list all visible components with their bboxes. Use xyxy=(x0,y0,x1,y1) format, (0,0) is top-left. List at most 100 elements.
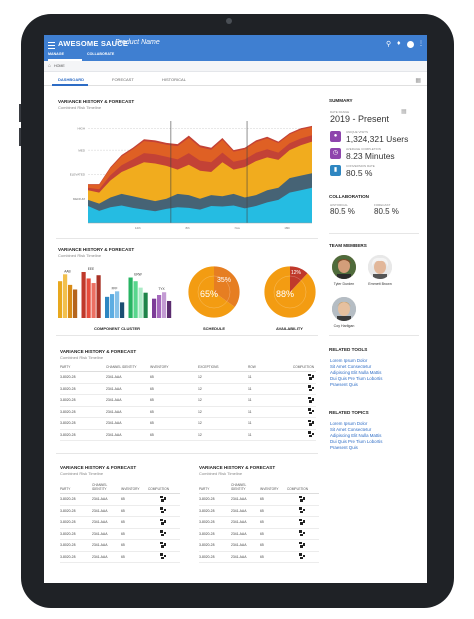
x-axis-label: 8th xyxy=(185,226,190,230)
flow-icon[interactable] xyxy=(308,431,314,438)
table-row[interactable]: 3-8020-28 2341-AAA 65 xyxy=(199,528,319,540)
flow-icon[interactable] xyxy=(160,495,166,502)
bell-icon[interactable]: ♦ xyxy=(397,40,401,47)
cell: 11 xyxy=(248,417,286,430)
table-row[interactable]: 3-8020-28 2341-AAA 65 12 11 xyxy=(60,371,316,384)
section-title: VARIANCE HISTORY & FORECAST xyxy=(199,465,276,470)
table-row[interactable]: 3-8020-28 2341-AAA 65 xyxy=(199,505,319,517)
area-chart: HIGH MED ELEVATED MEDIUM 12th 8th Nov 18th xyxy=(70,121,312,230)
tab-collaborate[interactable]: COLLABORATE xyxy=(87,52,115,56)
table-row[interactable]: 3-8020-28 2341-AAA 65 xyxy=(60,505,180,517)
table-row[interactable]: 3-8020-28 2341-AAA 65 xyxy=(199,516,319,529)
column-header: INVENTORY xyxy=(260,483,287,494)
table-row[interactable]: 3-8020-28 2341-AAA 65 xyxy=(60,539,180,552)
grid-icon[interactable]: ▦ xyxy=(401,109,407,115)
flow-icon[interactable] xyxy=(299,541,305,548)
table-row[interactable]: 3-8020-28 2341-AAA 65 xyxy=(60,551,180,563)
tab-manage[interactable]: MANAGE xyxy=(48,52,64,56)
table-row[interactable]: 3-8020-28 2341-AAA 65 12 11 xyxy=(60,383,316,395)
tab-forecast[interactable]: FORECAST xyxy=(112,77,134,82)
column-header: PARTY xyxy=(199,483,231,494)
bar xyxy=(96,275,101,318)
avatar[interactable] xyxy=(332,255,356,279)
related-topic-link[interactable]: Sit Amet Consectetur xyxy=(330,427,372,432)
cell: 2341-AAA xyxy=(106,394,150,407)
related-topic-link[interactable]: Adipiscing Elit Nulla Mattis xyxy=(330,433,382,438)
table-row[interactable]: 3-8020-28 2341-AAA 65 12 11 xyxy=(60,394,316,407)
related-tool-link[interactable]: Adipiscing Elit Nulla Mattis xyxy=(330,370,382,375)
avatar[interactable] xyxy=(368,255,392,279)
flow-icon[interactable] xyxy=(299,495,305,502)
table-row[interactable]: 3-8020-28 2341-AAA 65 xyxy=(199,539,319,552)
clock-icon: ◷ xyxy=(330,148,341,159)
home-icon[interactable]: ⌂ xyxy=(48,63,52,69)
more-icon[interactable]: ⋮ xyxy=(418,41,424,47)
cell: 65 xyxy=(260,493,287,506)
flow-icon[interactable] xyxy=(299,530,305,537)
member-name: Emmett Brown xyxy=(368,282,392,286)
cell: 3-8020-28 xyxy=(199,493,231,506)
cell: 2341-AAA xyxy=(92,551,121,563)
table-row[interactable]: 3-8020-28 2341-AAA 65 12 11 xyxy=(60,429,316,441)
tab-dashboard[interactable]: DASHBOARD xyxy=(58,77,84,82)
search-icon[interactable]: ⚲ xyxy=(386,41,392,48)
flow-icon[interactable] xyxy=(160,507,166,514)
related-topic-link[interactable]: Lorem Ipsum Dolor xyxy=(330,421,368,426)
table-row[interactable]: 3-8020-28 2341-AAA 65 xyxy=(199,551,319,563)
breadcrumb-home[interactable]: HOME xyxy=(54,64,65,68)
table-row[interactable]: 3-8020-28 2341-AAA 65 xyxy=(199,493,319,506)
flow-icon[interactable] xyxy=(308,408,314,415)
flow-icon[interactable] xyxy=(308,373,314,380)
section-title: VARIANCE HISTORY & FORECAST xyxy=(60,349,137,354)
cell: 65 xyxy=(260,528,287,540)
screen: AWESOME SAUCE Product Name MANAGE COLLAB… xyxy=(44,35,427,583)
cell: 65 xyxy=(150,371,198,384)
table-row[interactable]: 3-8020-28 2341-AAA 65 xyxy=(60,528,180,540)
area-series xyxy=(88,187,312,223)
cell: 2341-AAA xyxy=(231,505,260,517)
cell: 2341-AAA xyxy=(231,528,260,540)
product-name: Product Name xyxy=(115,39,160,46)
flow-icon[interactable] xyxy=(308,396,314,403)
flow-icon[interactable] xyxy=(299,518,305,525)
bar xyxy=(162,292,167,318)
table-row[interactable]: 3-8020-28 2341-AAA 65 12 11 xyxy=(60,417,316,430)
x-axis-label: 12th xyxy=(135,226,141,230)
cell: 3-8020-28 xyxy=(60,383,106,395)
avatar-icon[interactable] xyxy=(407,41,414,48)
x-axis-label: 18th xyxy=(284,226,290,230)
menu-icon[interactable] xyxy=(48,42,55,49)
flow-icon[interactable] xyxy=(160,541,166,548)
bar xyxy=(91,283,96,318)
avatar[interactable] xyxy=(332,297,356,321)
related-tool-link[interactable]: Sit Amet Consectetur xyxy=(330,364,372,369)
related-topic-link[interactable]: Praesent Quis xyxy=(330,445,358,450)
related-tool-link[interactable]: Praesent Quis xyxy=(330,382,358,387)
flow-icon[interactable] xyxy=(160,553,166,560)
table-row[interactable]: 3-8020-28 2341-AAA 65 12 11 xyxy=(60,406,316,418)
flow-icon[interactable] xyxy=(299,553,305,560)
y-axis-label: MED xyxy=(78,148,86,152)
divider xyxy=(56,453,318,454)
related-tool-link[interactable]: Lorem Ipsum Dolor xyxy=(330,358,368,363)
cell: 12 xyxy=(198,417,248,430)
related-tool-link[interactable]: Dui Quis Pre Tium Lobortis xyxy=(330,376,383,381)
related-topic-link[interactable]: Dui Quis Pre Tium Lobortis xyxy=(330,439,383,444)
cell: 3-8020-28 xyxy=(199,551,231,563)
date-range-value[interactable]: 2019 - Present xyxy=(330,114,390,124)
table-row[interactable]: 3-8020-28 2341-AAA 65 xyxy=(60,516,180,529)
cell: 65 xyxy=(260,505,287,517)
flow-icon[interactable] xyxy=(299,507,305,514)
cell: 2341-AAA xyxy=(92,516,121,529)
active-tab-indicator xyxy=(52,84,88,86)
flow-icon[interactable] xyxy=(160,518,166,525)
pie-outline xyxy=(263,265,317,319)
pie-value-label: 35% xyxy=(217,277,231,284)
cell: 2341-AAA xyxy=(92,539,121,552)
flow-icon[interactable] xyxy=(308,419,314,426)
flow-icon[interactable] xyxy=(308,385,314,392)
table-row[interactable]: 3-8020-28 2341-AAA 65 xyxy=(60,493,180,506)
tab-historical[interactable]: HISTORICAL xyxy=(162,77,186,82)
grid-icon[interactable]: ▦ xyxy=(415,78,421,84)
flow-icon[interactable] xyxy=(160,530,166,537)
